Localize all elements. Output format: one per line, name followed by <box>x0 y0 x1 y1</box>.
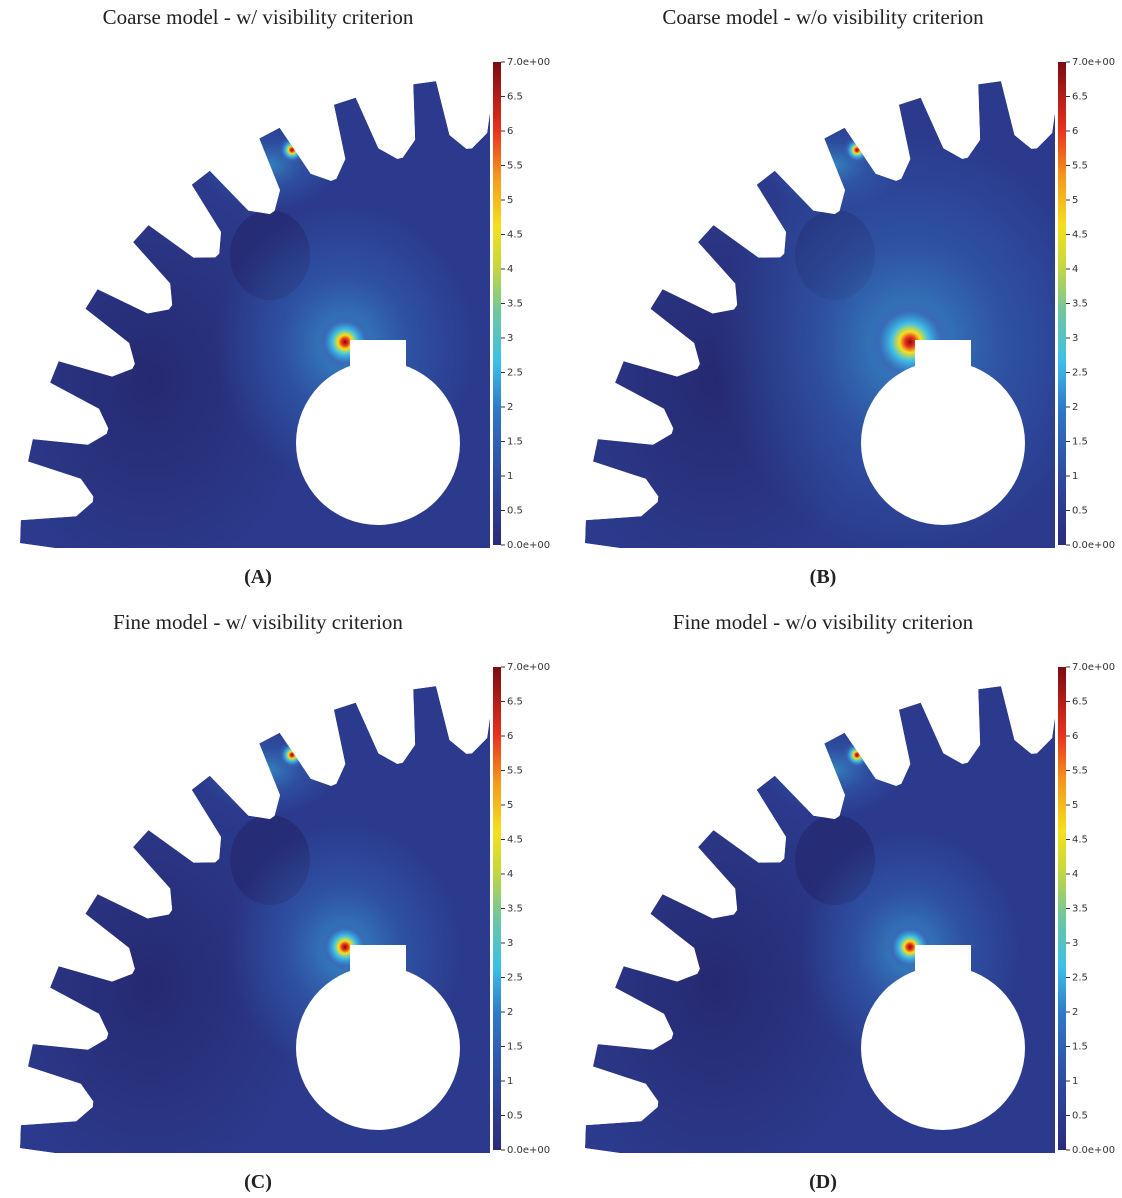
colorbar-tick-label: 2 <box>507 402 513 413</box>
hot-spot <box>843 136 871 164</box>
colorbar-tick-label: 2.5 <box>1072 973 1088 984</box>
stress-zone <box>198 120 338 210</box>
keyway <box>915 340 971 390</box>
colorbar-tick-label: 4 <box>1072 264 1078 275</box>
figure: Coarse model - w/ visibility criterion (A… <box>0 0 1122 1198</box>
colorbar-tick-label: 0.5 <box>1072 1111 1088 1122</box>
colorbar-tick-label: 2 <box>1072 1007 1078 1018</box>
gear <box>555 78 1122 635</box>
colorbar-tick-label: 0.5 <box>507 1111 523 1122</box>
colorbar-tick-label: 4.5 <box>1072 835 1088 846</box>
colorbar-tick-label: 5 <box>507 800 513 811</box>
hot-spot <box>229 760 251 782</box>
colorbar-tick-label: 2.5 <box>507 973 523 984</box>
colorbar-tick-label: 7.0e+00 <box>507 662 550 673</box>
colorbar-tick-label: 6 <box>507 731 513 742</box>
hot-spot <box>278 136 306 164</box>
panel: Coarse model - w/ visibility criterion (A… <box>0 5 604 635</box>
colorbar-tick-label: 0.0e+00 <box>1072 1145 1115 1156</box>
hot-spot <box>843 741 871 769</box>
panel-title: Coarse model - w/o visibility criterion <box>662 5 984 29</box>
keyway <box>350 945 406 995</box>
colorbar-tick-label: 1.5 <box>507 1042 523 1053</box>
colorbar-tick-label: 4 <box>507 869 513 880</box>
colorbar-tick-label: 5.5 <box>1072 766 1088 777</box>
colorbar-tick-label: 1.5 <box>507 437 523 448</box>
colorbar-tick-label: 7.0e+00 <box>1072 57 1115 68</box>
stress-zone <box>763 120 903 210</box>
panel-title: Fine model - w/o visibility criterion <box>673 610 974 634</box>
colorbar-tick-label: 5.5 <box>1072 161 1088 172</box>
colorbar-tick-label: 0.5 <box>1072 506 1088 517</box>
colorbar <box>1058 62 1066 545</box>
colorbar-tick-label: 6.5 <box>1072 697 1088 708</box>
keyway <box>915 945 971 995</box>
panel-label: (D) <box>809 1171 837 1193</box>
colorbar-tick-label: 5.5 <box>507 161 523 172</box>
colorbar-tick-label: 0.0e+00 <box>507 540 550 551</box>
colorbar-tick-label: 3 <box>1072 333 1078 344</box>
colorbar <box>493 667 501 1150</box>
colorbar-tick-label: 3.5 <box>507 904 523 915</box>
colorbar-tick-label: 2.5 <box>507 368 523 379</box>
colorbar-tick-label: 1 <box>1072 1076 1078 1087</box>
panel-label: (B) <box>810 566 837 588</box>
panel-label: (A) <box>244 566 272 588</box>
colorbar-tick-label: 3 <box>507 333 513 344</box>
colorbar-tick-label: 4 <box>507 264 513 275</box>
hot-spot <box>229 155 251 177</box>
hot-spot <box>794 760 816 782</box>
panel-title: Coarse model - w/ visibility criterion <box>103 5 414 29</box>
panel-title: Fine model - w/ visibility criterion <box>113 610 403 634</box>
panel: Fine model - w/o visibility criterion (D)… <box>555 610 1122 1198</box>
colorbar <box>493 62 501 545</box>
colorbar-tick-label: 5 <box>1072 195 1078 206</box>
colorbar-tick-label: 1 <box>507 471 513 482</box>
colorbar-tick-label: 7.0e+00 <box>1072 662 1115 673</box>
colorbar-tick-label: 2 <box>507 1007 513 1018</box>
stress-zone <box>763 725 903 815</box>
colorbar <box>1058 667 1066 1150</box>
colorbar-tick-label: 3 <box>507 938 513 949</box>
colorbar-tick-label: 0.0e+00 <box>507 1145 550 1156</box>
colorbar-tick-label: 0.5 <box>507 506 523 517</box>
panel: Coarse model - w/o visibility criterion (… <box>555 5 1122 635</box>
gear-body <box>555 78 1122 635</box>
colorbar-tick-label: 6.5 <box>1072 92 1088 103</box>
panel-label: (C) <box>244 1171 272 1193</box>
colorbar-tick-label: 5 <box>1072 800 1078 811</box>
colorbar-tick-label: 1.5 <box>1072 437 1088 448</box>
colorbar-tick-label: 6 <box>1072 126 1078 137</box>
colorbar-tick-label: 2 <box>1072 402 1078 413</box>
colorbar-tick-label: 3.5 <box>1072 299 1088 310</box>
panel: Fine model - w/ visibility criterion (C) 0… <box>0 610 604 1198</box>
colorbar-tick-label: 6 <box>1072 731 1078 742</box>
colorbar-tick-label: 6 <box>507 126 513 137</box>
colorbar-tick-label: 0.0e+00 <box>1072 540 1115 551</box>
colorbar-tick-label: 4.5 <box>1072 230 1088 241</box>
colorbar-tick-label: 3.5 <box>507 299 523 310</box>
colorbar-tick-label: 3.5 <box>1072 904 1088 915</box>
colorbar-tick-label: 1 <box>1072 471 1078 482</box>
colorbar-tick-label: 1 <box>507 1076 513 1087</box>
hot-spot <box>794 155 816 177</box>
keyway <box>350 340 406 390</box>
colorbar-tick-label: 2.5 <box>1072 368 1088 379</box>
colorbar-tick-label: 5 <box>507 195 513 206</box>
colorbar-tick-label: 4.5 <box>507 230 523 241</box>
colorbar-tick-label: 4.5 <box>507 835 523 846</box>
colorbar-tick-label: 5.5 <box>507 766 523 777</box>
stress-zone <box>198 725 338 815</box>
colorbar-tick-label: 4 <box>1072 869 1078 880</box>
colorbar-tick-label: 1.5 <box>1072 1042 1088 1053</box>
colorbar-tick-label: 6.5 <box>507 697 523 708</box>
colorbar-tick-label: 3 <box>1072 938 1078 949</box>
colorbar-tick-label: 7.0e+00 <box>507 57 550 68</box>
colorbar-tick-label: 6.5 <box>507 92 523 103</box>
hot-spot <box>278 741 306 769</box>
gear-body <box>555 683 1122 1198</box>
gear <box>555 683 1122 1198</box>
